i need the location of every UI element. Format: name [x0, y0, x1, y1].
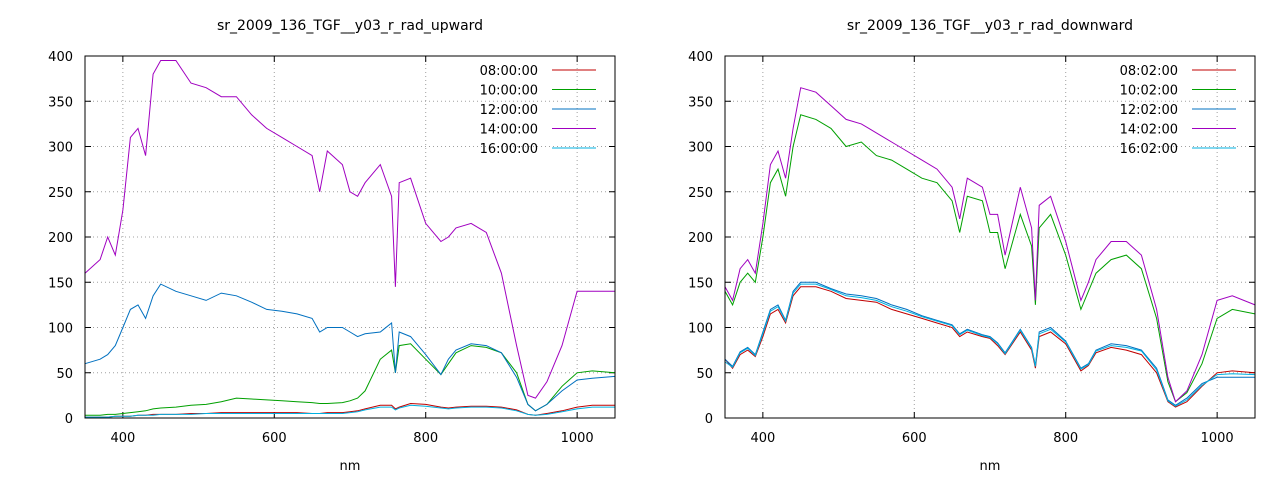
- y-tick-label: 250: [688, 186, 713, 201]
- series-line-14: [724, 87, 1256, 403]
- y-tick-label: 100: [688, 322, 713, 337]
- legend-label: 12:00:00: [480, 103, 538, 118]
- legend-label: 14:00:00: [480, 123, 538, 138]
- legend-label: 12:02:00: [1120, 103, 1178, 118]
- y-tick-label: 0: [705, 412, 713, 427]
- x-tick-label: 800: [1053, 431, 1078, 446]
- y-tick-label: 300: [688, 141, 713, 156]
- legend-label: 08:00:00: [480, 64, 538, 79]
- plot-frame: [84, 55, 616, 419]
- series-line-16: [85, 404, 615, 418]
- plot-frame: [724, 55, 1256, 419]
- y-tick-label: 300: [48, 141, 73, 156]
- chart-title: sr_2009_136_TGF__y03_r_rad_upward: [217, 18, 483, 34]
- legend-label: 08:02:00: [1120, 64, 1178, 79]
- legend-label: 16:02:00: [1120, 142, 1178, 157]
- series-line-14: [84, 60, 615, 399]
- x-axis-label: nm: [980, 459, 1001, 474]
- series-line-16: [724, 283, 1256, 407]
- y-tick-label: 350: [48, 95, 73, 110]
- x-tick-label: 600: [262, 431, 287, 446]
- y-tick-label: 50: [56, 367, 73, 382]
- downward-radiance-chart: sr_2009_136_TGF__y03_r_rad_downward 0 50 10…: [688, 18, 1256, 474]
- x-tick-label: 1000: [1201, 431, 1234, 446]
- y-tick-label: 350: [688, 95, 713, 110]
- y-tick-label: 250: [48, 186, 73, 201]
- series-line-12: [84, 283, 616, 412]
- y-tick-label: 0: [65, 412, 73, 427]
- series-line-10: [85, 343, 616, 416]
- y-tick-label: 200: [48, 231, 73, 246]
- x-axis-label: nm: [340, 459, 361, 474]
- series-line-08: [724, 286, 1256, 408]
- series-line-10: [724, 114, 1256, 403]
- x-tick-label: 400: [750, 431, 775, 446]
- series-line-12: [724, 281, 1255, 406]
- x-tick-label: 600: [902, 431, 927, 446]
- legend-label: 16:00:00: [480, 142, 538, 157]
- x-tick-label: 400: [110, 431, 135, 446]
- y-tick-label: 100: [48, 322, 73, 337]
- chart-title: sr_2009_136_TGF__y03_r_rad_downward: [847, 18, 1133, 34]
- y-tick-label: 150: [48, 276, 73, 291]
- upward-radiance-chart: sr_2009_136_TGF__y03_r_rad_upward 0 50 100 1…: [48, 18, 616, 474]
- y-tick-label: 400: [48, 50, 73, 65]
- y-tick-label: 150: [688, 276, 713, 291]
- x-tick-label: 800: [413, 431, 438, 446]
- x-tick-label: 1000: [561, 431, 594, 446]
- y-tick-label: 200: [688, 231, 713, 246]
- legend-label: 14:02:00: [1120, 123, 1178, 138]
- legend-label: 10:00:00: [480, 84, 538, 99]
- y-tick-label: 400: [688, 50, 713, 65]
- y-tick-label: 50: [696, 367, 713, 382]
- legend-label: 10:02:00: [1120, 84, 1178, 99]
